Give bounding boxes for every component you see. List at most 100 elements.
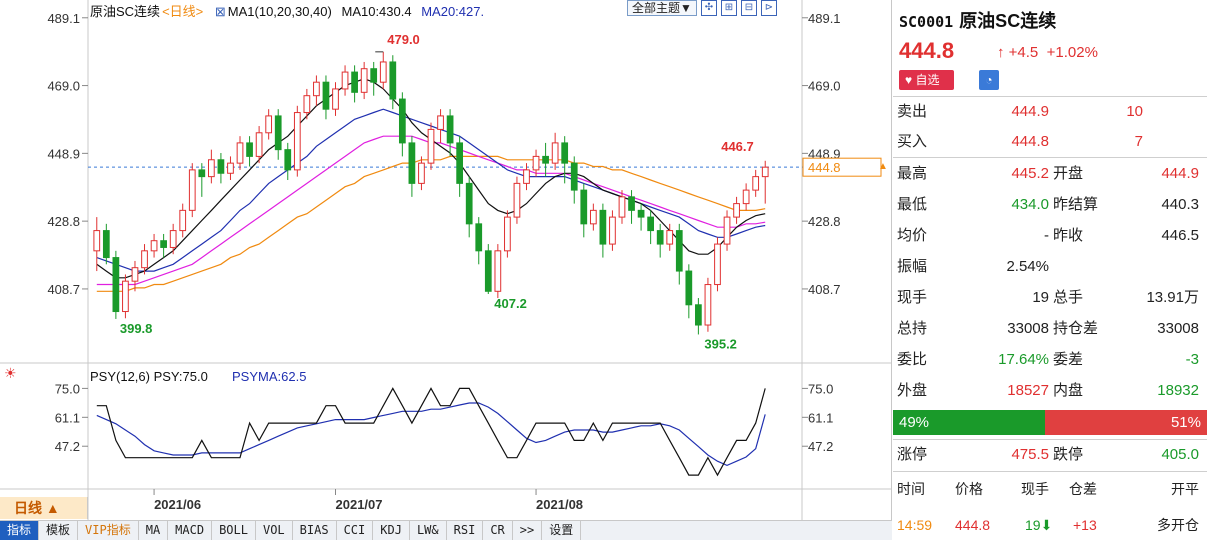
indicator-tab[interactable]: MA [139,521,169,540]
candle-body [714,243,721,286]
candle-body [389,61,397,100]
candle-body [408,142,416,184]
row-label-2: 委差 [1053,351,1084,368]
date-label: 2021/06 [154,497,201,512]
quote-row: 振幅 2.54% [893,252,1207,282]
indicator-tab[interactable]: 设置 [542,521,582,540]
settings-sun-icon: ☀ [4,365,17,381]
ma-label[interactable]: MA1(10,20,30,40) [227,4,332,19]
psy-label: PSY(12,6) PSY:75.0 [90,369,208,384]
candle-body [513,182,521,218]
row-value-2: 33008 [1157,320,1199,337]
row-value-2: -3 [1185,351,1199,368]
candle-body [456,142,464,184]
candle-body [303,95,311,114]
row-label-2: 开盘 [1053,165,1084,182]
candle-body [341,71,349,90]
candle-body [561,142,569,164]
row-label-2: 昨结算 [1053,196,1099,213]
candle-body [418,162,425,184]
indicator-tab[interactable]: CR [483,521,513,540]
indicator-tab[interactable]: MACD [168,521,213,540]
indicator-tab[interactable]: RSI [447,521,484,540]
candle-body [523,169,530,184]
ask-row: 卖出 444.9 10 [893,97,1207,127]
row-value: - [1044,227,1049,244]
quote-title: SC0001 原油SC连续 [899,7,1056,33]
favorite-button[interactable]: ♥ 自选 [899,70,954,90]
indicator-tab[interactable]: CCI [337,521,374,540]
candle-body [322,81,330,110]
price-marker-icon: ▲ [878,161,888,172]
quote-row: 均价 - 昨收 446.5 [893,221,1207,251]
candle-body [465,182,473,225]
candle-body [723,216,731,245]
candle-body [293,112,301,171]
kline-chart-panel[interactable]: 489.1 489.1 469.0 469.0 448.9 448.9 428.8 428.8… [0,0,892,540]
row-value: 17.64% [998,351,1049,368]
zoom-in-icon[interactable]: ⊞ [720,0,737,16]
indicator-tab[interactable]: VIP指标 [78,521,139,540]
limit-up-value: 475.5 [1011,446,1049,463]
indicator-tab[interactable]: 指标 [0,521,40,540]
row-label: 振幅 [897,258,928,275]
indicator-tab[interactable]: BOLL [212,521,256,540]
candle-body [274,115,282,151]
quote-panel: SC0001 原油SC连续 444.8 ↑ +4.5 +1.02% ♥ 自选 ◔ … [893,0,1207,540]
candle-body [742,189,750,205]
low-label-1: 399.8 [120,321,153,336]
candle-body [666,230,674,245]
indicator-tab[interactable]: KDJ [373,521,410,540]
candle-body [379,61,387,83]
contract-code: SC0001 [899,13,954,31]
indicator-tab[interactable]: VOL [256,521,293,540]
price-tick-left: 469.0 [47,79,80,94]
indicator-tab[interactable]: 模板 [39,521,79,540]
period-button[interactable]: 日线 ▲ [0,497,88,519]
bid-label: 买入 [897,133,928,150]
candle-body [752,176,760,191]
chart-header: 原油SC连续 <日线> ⊠ MA1(10,20,30,40) MA10:430.4 … [90,1,486,20]
bell-icon[interactable]: ◔ [979,70,999,90]
row-value: 445.2 [1011,165,1049,182]
theme-dropdown[interactable]: 全部主题▼ [627,0,697,16]
indicator-tab[interactable]: >> [513,521,543,540]
buy-ratio: 49% [893,410,1045,435]
next-icon[interactable]: ⊳ [760,0,777,16]
quote-row: 现手 19 总手 13.91万 [893,283,1207,313]
chart-canvas[interactable]: 489.1 489.1 469.0 469.0 448.9 448.9 428.8 428.8… [0,0,892,520]
chart-period[interactable]: <日线> [162,4,204,19]
candle-body [246,142,253,157]
candle-body [160,240,167,248]
indicator-tab[interactable]: BIAS [293,521,337,540]
crosshair-icon[interactable]: ✣ [700,0,717,16]
row-value: 19 [1032,289,1049,306]
bid-price: 444.8 [1011,133,1049,150]
indicator-tabs: 指标 模板 VIP指标 MA MACD BOLL VOL BIAS CCI KDJ LW& RSI CR… [0,520,892,540]
candle-body [370,68,378,83]
candle-body [570,162,578,191]
candle-body [656,230,664,245]
tick-header-diff: 仓差 [1069,481,1097,497]
price-tick-right: 448.9 [808,146,841,161]
candle-body [685,270,693,306]
indicator-tab[interactable]: LW& [410,521,447,540]
current-price-box [802,157,882,177]
row-value-2: 446.5 [1161,227,1199,244]
psy-axis-right: 47.2 [808,439,833,454]
candle-body [179,209,187,232]
row-value-2: 18932 [1157,382,1199,399]
psy-axis-right: 61.1 [808,410,833,425]
candle-body [475,223,483,252]
candle-body [446,115,454,144]
limit-row: 涨停 475.5 跌停 405.0 [893,440,1207,470]
candle-body [284,149,292,171]
buy-sell-ratio-bar: 49% 51% [893,410,1207,435]
candle-body [733,203,740,218]
candle-body [427,128,435,164]
zoom-out-icon[interactable]: ⊟ [740,0,757,16]
tick-price: 444.8 [955,517,991,533]
tick-header-time: 时间 [897,481,925,497]
bid-volume: 7 [1134,133,1143,150]
high-label: 479.0 [387,32,420,47]
